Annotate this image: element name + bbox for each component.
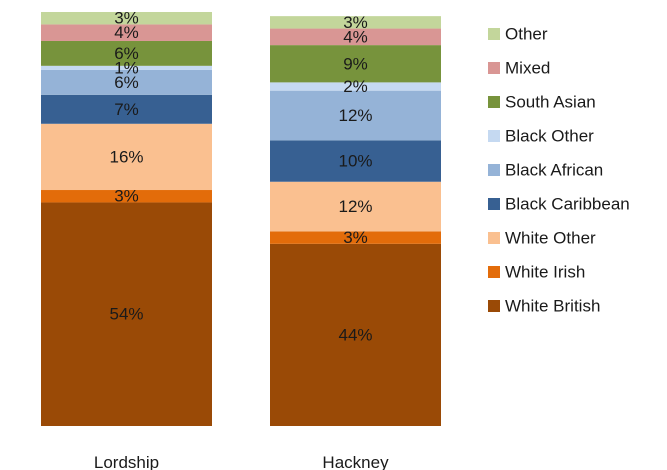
bar-lordship-white-irish <box>41 190 212 203</box>
data-label-lordship-mixed: 4% <box>114 23 139 42</box>
bar-hackney-other <box>270 16 441 29</box>
bar-lordship-white-other <box>41 123 212 191</box>
legend-label-white-british: White British <box>505 297 600 316</box>
data-label-hackney-white-irish: 3% <box>343 228 368 247</box>
bar-lordship-mixed <box>41 24 212 41</box>
legend-swatch-south-asian <box>488 96 500 108</box>
legend-label-mixed: Mixed <box>505 59 550 78</box>
data-label-hackney-white-other: 12% <box>338 197 372 216</box>
segment-labels-group: 54%3%16%7%6%1%6%4%3%44%3%12%10%12%2%9%4%… <box>109 9 372 345</box>
bar-hackney-black-african <box>270 90 441 141</box>
data-label-lordship-white-other: 16% <box>109 147 143 166</box>
legend-swatch-black-other <box>488 130 500 142</box>
data-label-lordship-black-african: 6% <box>114 73 139 92</box>
legend-label-black-african: Black African <box>505 161 603 180</box>
bar-lordship-black-african <box>41 69 212 95</box>
bar-hackney-white-british <box>270 243 441 426</box>
data-label-lordship-black-other: 1% <box>114 58 139 77</box>
legend-swatch-black-caribbean <box>488 198 500 210</box>
legend-swatch-mixed <box>488 62 500 74</box>
bar-hackney-black-caribbean <box>270 140 441 182</box>
bar-lordship-black-caribbean <box>41 94 212 124</box>
x-tick-label-hackney: Hackney <box>322 453 389 470</box>
bars-group <box>41 12 441 426</box>
bar-lordship-other <box>41 12 212 25</box>
x-tick-label-lordship: Lordship <box>94 453 159 470</box>
data-label-hackney-black-african: 12% <box>338 106 372 125</box>
bar-lordship-black-other <box>41 65 212 70</box>
bar-hackney-mixed <box>270 28 441 46</box>
data-label-lordship-white-irish: 3% <box>114 187 139 206</box>
legend-label-black-caribbean: Black Caribbean <box>505 195 630 214</box>
bar-lordship-south-asian <box>41 40 212 66</box>
legend-swatch-white-other <box>488 232 500 244</box>
bar-hackney-south-asian <box>270 45 441 83</box>
legend-swatch-white-irish <box>488 266 500 278</box>
data-label-hackney-black-other: 2% <box>343 77 368 96</box>
legend-swatch-other <box>488 28 500 40</box>
legend: Other Mixed South Asian Black Other Black Af… <box>488 25 630 316</box>
data-label-lordship-black-caribbean: 7% <box>114 100 139 119</box>
data-label-hackney-other: 3% <box>343 13 368 32</box>
legend-label-other: Other <box>505 25 548 44</box>
legend-label-south-asian: South Asian <box>505 93 596 112</box>
bar-hackney-black-other <box>270 82 441 91</box>
category-labels-group: Lordship Hackney <box>94 453 389 470</box>
data-label-hackney-south-asian: 9% <box>343 54 368 73</box>
legend-label-black-other: Black Other <box>505 127 594 146</box>
legend-swatch-black-african <box>488 164 500 176</box>
data-label-hackney-black-caribbean: 10% <box>338 152 372 171</box>
data-label-lordship-south-asian: 6% <box>114 44 139 63</box>
legend-label-white-irish: White Irish <box>505 263 585 282</box>
bar-hackney-white-irish <box>270 231 441 244</box>
data-label-hackney-white-british: 44% <box>338 325 372 344</box>
bar-lordship-white-british <box>41 202 212 426</box>
data-label-hackney-mixed: 4% <box>343 27 368 46</box>
legend-label-white-other: White Other <box>505 229 596 248</box>
legend-swatch-white-british <box>488 300 500 312</box>
bar-hackney-white-other <box>270 181 441 232</box>
data-label-lordship-other: 3% <box>114 9 139 28</box>
data-label-lordship-white-british: 54% <box>109 305 143 324</box>
